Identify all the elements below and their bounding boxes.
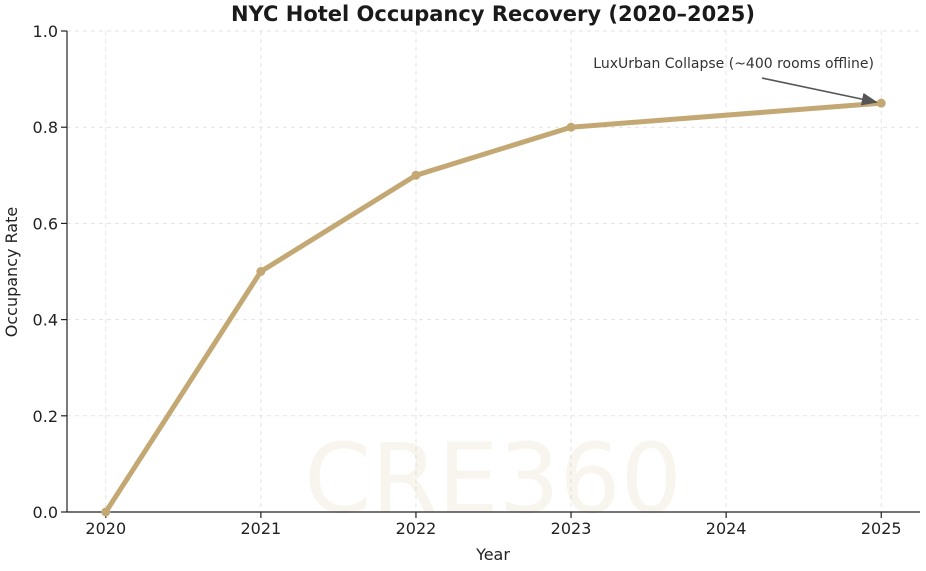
annotation-layer: LuxUrban Collapse (~400 rooms offline) [593,56,878,106]
y-tick-label: 0.6 [33,214,58,233]
x-tick-label: 2023 [551,519,592,538]
y-tick-label: 0.4 [33,311,58,330]
y-tick-label: 0.8 [33,118,58,137]
y-axis-label: Occupancy Rate [2,207,21,337]
y-tick-label: 1.0 [33,22,58,41]
data-point [101,507,111,517]
x-tick-label: 2021 [241,519,282,538]
data-point [256,267,266,276]
data-point [876,98,886,108]
series-layer [101,98,886,517]
data-point [566,122,576,132]
x-axis-label: Year [475,545,510,564]
x-tick-label: 2020 [85,519,126,538]
y-tick-label: 0.0 [33,503,58,522]
chart-title: NYC Hotel Occupancy Recovery (2020–2025) [231,2,755,26]
annotation-arrow [761,77,878,106]
x-tick-label: 2024 [706,519,747,538]
y-tick-label: 0.2 [33,407,58,426]
axes: 2020 2021 2022 2023 2024 2025 0.0 0.2 0.4 0.6 0.8 1… [33,22,920,538]
x-tick-label: 2025 [861,519,902,538]
annotation-text: LuxUrban Collapse (~400 rooms offline) [593,56,874,72]
data-point [411,170,421,180]
watermark-text: CRE360 [304,423,682,535]
x-tick-label: 2022 [396,519,437,538]
